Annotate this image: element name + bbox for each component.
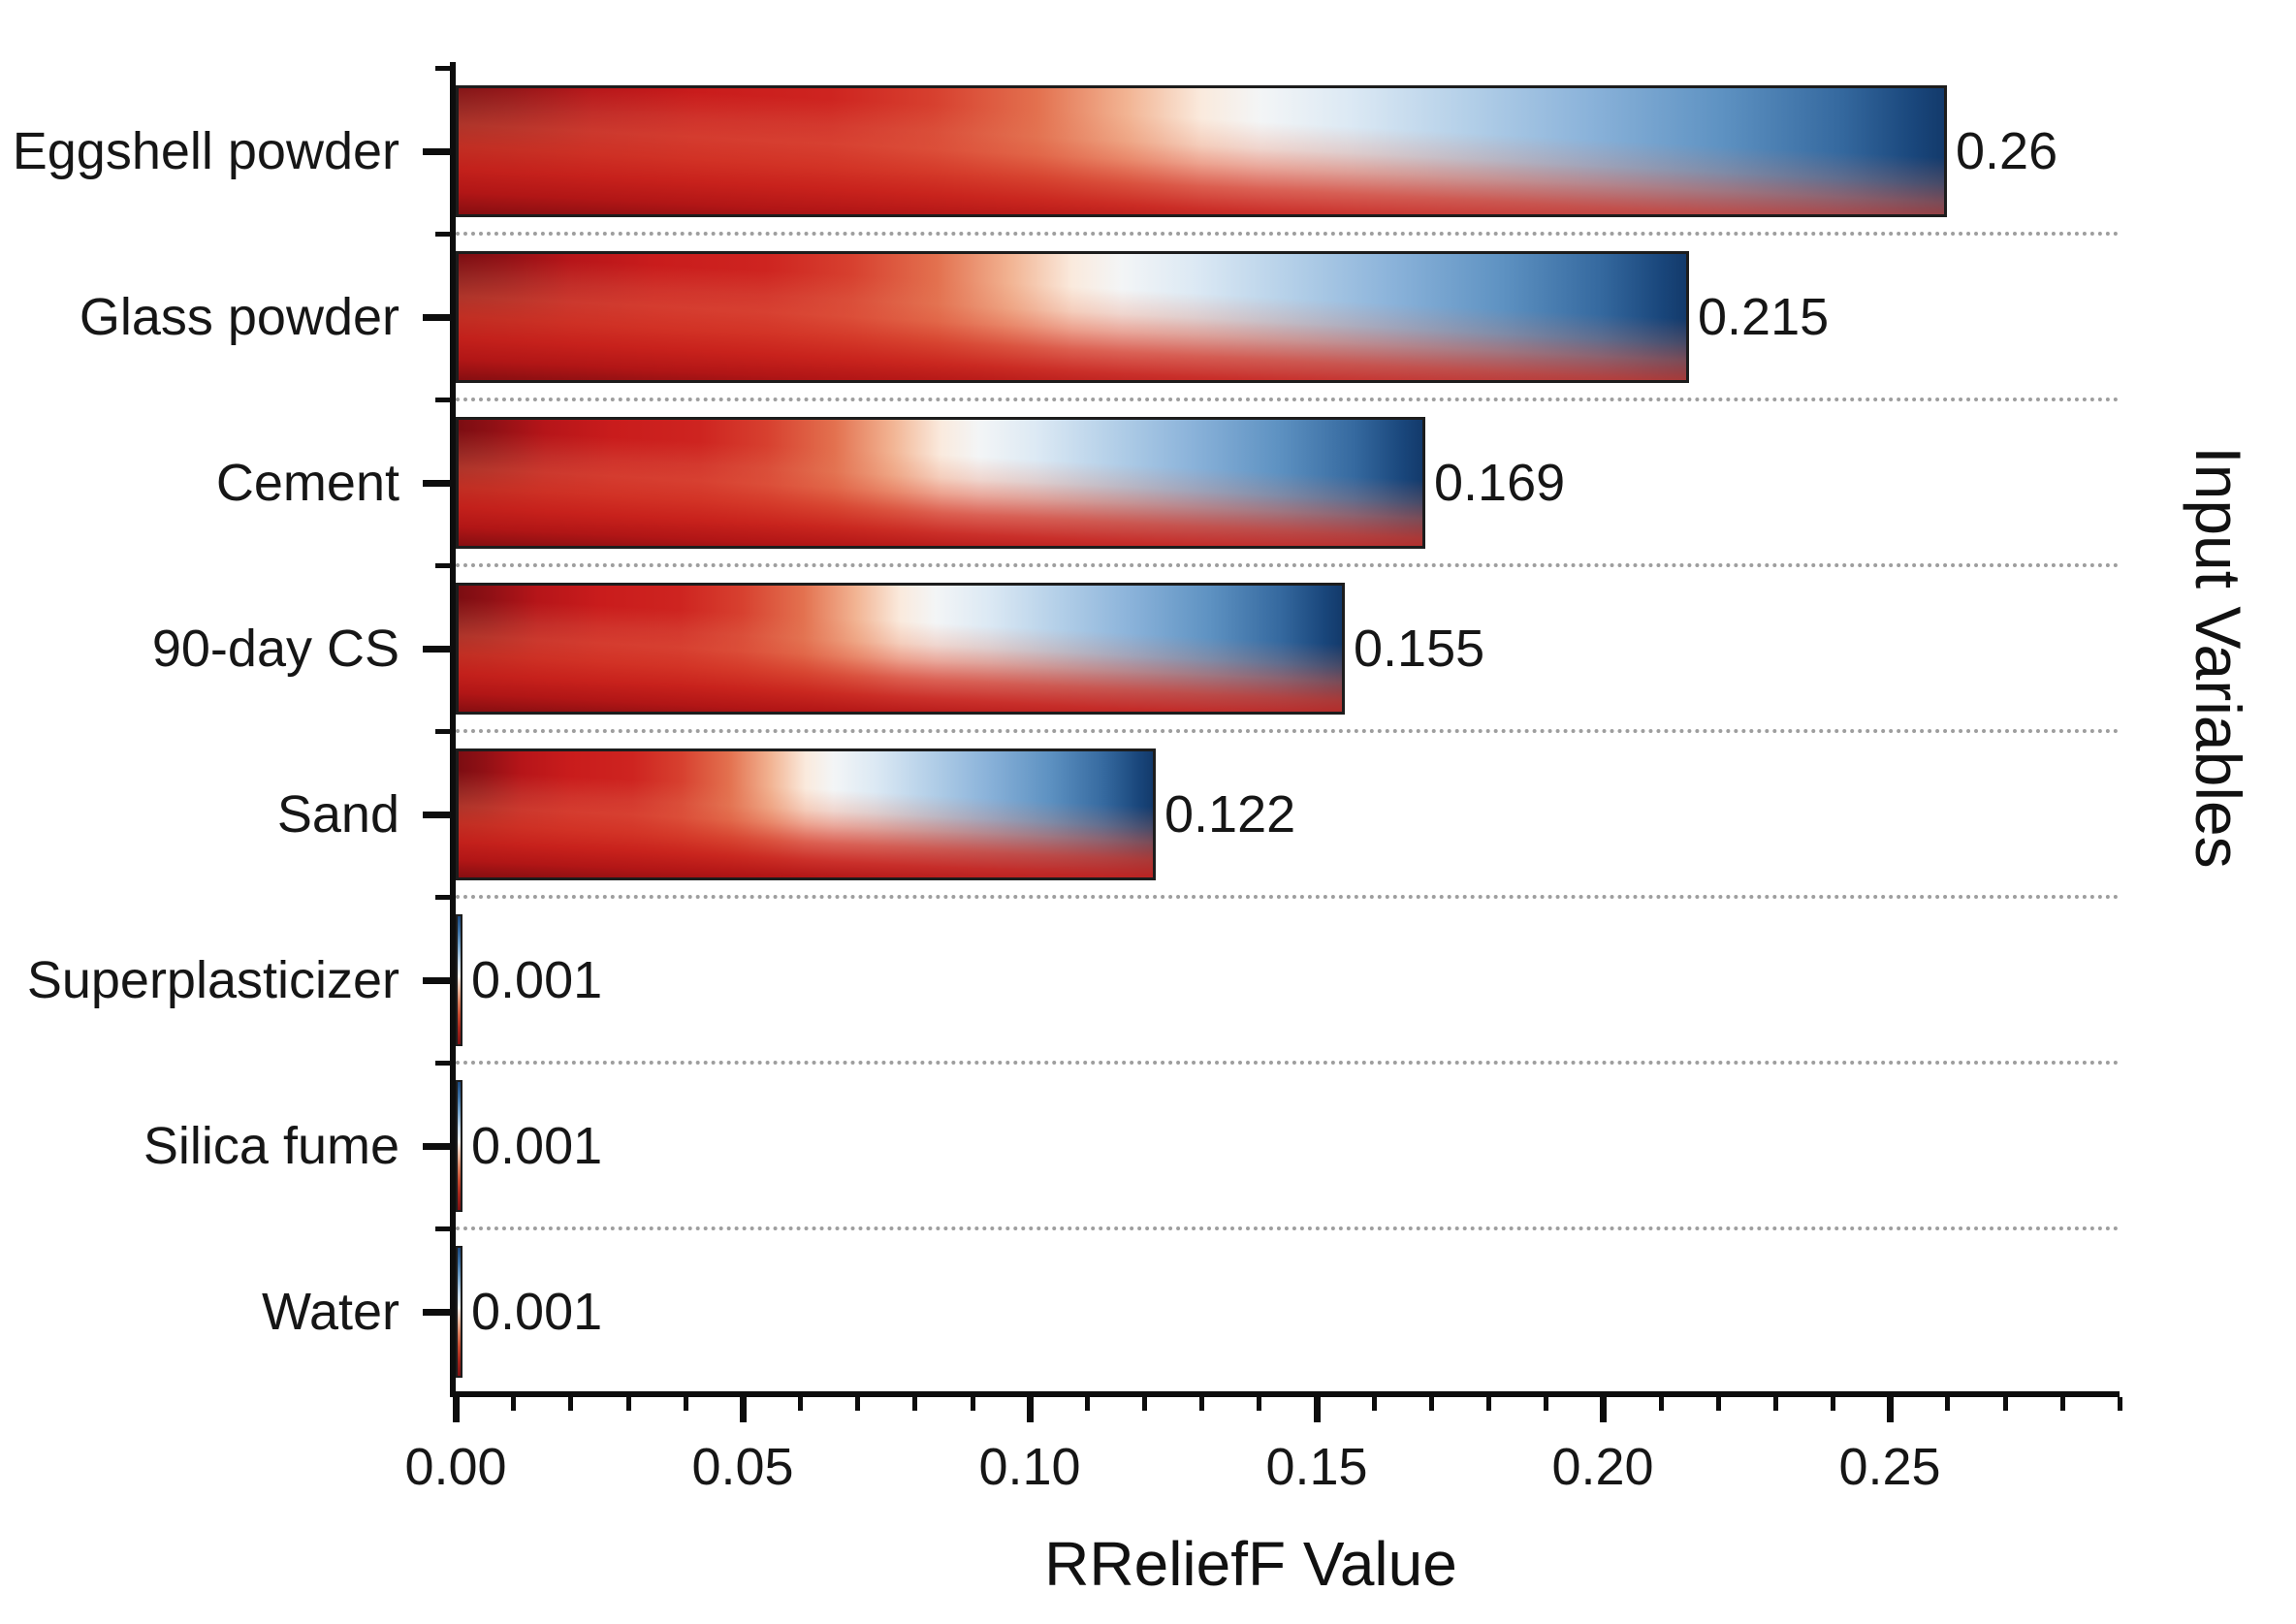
x-axis-minor-tick: [1257, 1397, 1261, 1411]
x-axis-line: [450, 1391, 2120, 1397]
y-axis-line: [450, 62, 456, 1397]
y-axis-minor-tick: [435, 232, 450, 237]
x-axis-minor-tick: [1945, 1397, 1950, 1411]
x-axis-minor-tick: [1716, 1397, 1721, 1411]
gridline: [456, 232, 2120, 236]
bar-silica-fume: [456, 1080, 462, 1212]
y-axis-major-tick: [423, 148, 450, 155]
x-axis-minor-tick: [1199, 1397, 1204, 1411]
bar-value-label: 0.215: [1698, 288, 1830, 346]
y-axis-minor-tick: [435, 895, 450, 900]
category-label: Sand: [276, 785, 399, 844]
y-axis-major-tick: [423, 1309, 450, 1316]
category-label: Eggshell powder: [12, 122, 399, 180]
x-axis-major-tick: [1314, 1397, 1321, 1422]
gridline: [456, 895, 2120, 899]
x-axis-minor-tick: [626, 1397, 631, 1411]
x-axis-minor-tick: [798, 1397, 803, 1411]
y-axis-major-tick: [423, 977, 450, 984]
y-axis-major-tick: [423, 812, 450, 818]
gridline: [456, 398, 2120, 401]
x-axis-minor-tick: [2003, 1397, 2008, 1411]
x-axis-minor-tick: [1831, 1397, 1835, 1411]
x-axis-minor-tick: [1486, 1397, 1491, 1411]
bar-90-day-cs: [456, 583, 1345, 715]
y-axis-minor-tick: [435, 1061, 450, 1066]
bar-water: [456, 1246, 462, 1378]
bar-value-label: 0.26: [1956, 122, 2058, 180]
category-label: 90-day CS: [151, 620, 399, 678]
y-axis-minor-tick: [435, 398, 450, 402]
x-axis-minor-tick: [855, 1397, 860, 1411]
y-axis-minor-tick: [435, 563, 450, 568]
y-axis-major-tick: [423, 314, 450, 321]
gridline: [456, 563, 2120, 567]
x-tick-label: 0.05: [691, 1438, 794, 1496]
gridline: [456, 729, 2120, 733]
x-tick-label: 0.00: [404, 1438, 507, 1496]
x-axis-minor-tick: [2118, 1397, 2122, 1411]
bar-sand: [456, 748, 1156, 880]
x-axis-minor-tick: [1085, 1397, 1090, 1411]
category-label: Silica fume: [143, 1117, 399, 1175]
x-axis-minor-tick: [971, 1397, 975, 1411]
bar-value-label: 0.001: [471, 951, 603, 1009]
x-axis-minor-tick: [511, 1397, 516, 1411]
bar-eggshell-powder: [456, 85, 1947, 217]
bar-value-label: 0.001: [471, 1283, 603, 1341]
x-axis-major-tick: [740, 1397, 747, 1422]
category-label: Water: [261, 1283, 399, 1341]
x-axis-minor-tick: [912, 1397, 917, 1411]
x-axis-major-tick: [1027, 1397, 1034, 1422]
bar-value-label: 0.122: [1164, 785, 1296, 844]
category-label: Superplasticizer: [26, 951, 399, 1009]
x-axis-minor-tick: [568, 1397, 573, 1411]
x-axis-minor-tick: [2060, 1397, 2065, 1411]
category-label: Glass powder: [79, 288, 399, 346]
category-label: Cement: [215, 454, 399, 512]
x-tick-label: 0.10: [978, 1438, 1081, 1496]
bar-value-label: 0.001: [471, 1117, 603, 1175]
x-tick-label: 0.15: [1265, 1438, 1368, 1496]
x-axis-minor-tick: [684, 1397, 688, 1411]
bar-value-label: 0.169: [1434, 454, 1566, 512]
x-axis-minor-tick: [1372, 1397, 1377, 1411]
x-axis-minor-tick: [1773, 1397, 1778, 1411]
bar-value-label: 0.155: [1354, 620, 1485, 678]
gridline: [456, 1061, 2120, 1065]
bar-superplasticizer: [456, 914, 462, 1046]
x-axis-minor-tick: [1659, 1397, 1664, 1411]
y-axis-major-tick: [423, 646, 450, 653]
gridline: [456, 1226, 2120, 1230]
y-axis-title: Input Variables: [2183, 446, 2254, 869]
x-tick-label: 0.20: [1551, 1438, 1654, 1496]
x-axis-title: RReliefF Value: [1044, 1529, 1457, 1599]
y-axis-minor-tick: [435, 729, 450, 734]
y-axis-minor-tick: [435, 66, 450, 71]
x-axis-minor-tick: [1429, 1397, 1434, 1411]
x-axis-minor-tick: [1142, 1397, 1147, 1411]
bar-glass-powder: [456, 251, 1689, 383]
x-axis-major-tick: [1887, 1397, 1894, 1422]
x-axis-major-tick: [453, 1397, 460, 1422]
bar-cement: [456, 417, 1425, 549]
y-axis-major-tick: [423, 480, 450, 487]
y-axis-minor-tick: [435, 1226, 450, 1231]
x-tick-label: 0.25: [1838, 1438, 1941, 1496]
x-axis-minor-tick: [1544, 1397, 1548, 1411]
x-axis-major-tick: [1600, 1397, 1607, 1422]
y-axis-major-tick: [423, 1143, 450, 1150]
